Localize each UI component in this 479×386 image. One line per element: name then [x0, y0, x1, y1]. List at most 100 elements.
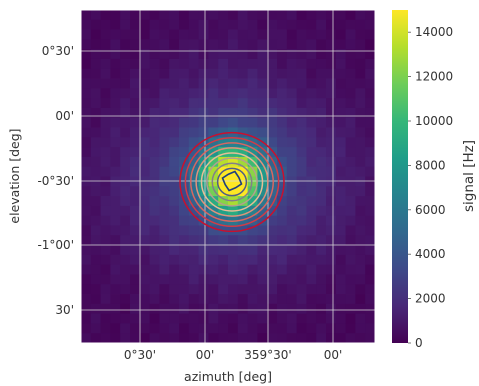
heatmap-cell	[267, 274, 278, 285]
heatmap-cell	[345, 205, 356, 217]
heatmap-cell	[208, 323, 219, 334]
heatmap-cell	[228, 68, 239, 79]
heatmap-cell	[326, 205, 337, 217]
heatmap-cell	[188, 264, 199, 275]
heatmap-cell	[277, 49, 288, 60]
heatmap-cell	[365, 147, 376, 158]
heatmap-cell	[345, 127, 356, 138]
heatmap-cell	[159, 147, 170, 158]
heatmap-cell	[120, 254, 131, 266]
heatmap-cell	[188, 294, 199, 305]
heatmap-cell	[198, 127, 209, 138]
heatmap-cell	[130, 58, 141, 70]
heatmap-cell	[159, 98, 170, 109]
heatmap-cell	[296, 323, 307, 334]
heatmap-cell	[169, 254, 180, 266]
heatmap-cell	[257, 274, 268, 285]
heatmap-cell	[355, 68, 366, 79]
heatmap-cell	[296, 107, 307, 119]
heatmap-cell	[277, 98, 288, 109]
heatmap-cell	[257, 284, 268, 295]
heatmap-cell	[198, 117, 209, 128]
heatmap-cell	[81, 137, 92, 148]
heatmap-cell	[277, 147, 288, 158]
heatmap-cell	[149, 215, 160, 226]
heatmap-cell	[81, 215, 92, 226]
colorbar-tick-label: 12000	[415, 70, 453, 84]
heatmap-cell	[277, 68, 288, 79]
heatmap-cell	[326, 147, 337, 158]
heatmap-cell	[188, 284, 199, 295]
heatmap-cell	[345, 156, 356, 168]
heatmap-cell	[198, 176, 209, 187]
heatmap-cell	[335, 88, 346, 99]
heatmap-cell	[188, 333, 199, 344]
heatmap-cell	[81, 78, 92, 89]
heatmap-cell	[228, 323, 239, 334]
heatmap-cell	[335, 323, 346, 334]
heatmap-cell	[277, 235, 288, 246]
heatmap-cell	[286, 313, 297, 324]
heatmap-cell	[365, 58, 376, 70]
heatmap-cell	[208, 127, 219, 138]
heatmap-cell	[355, 19, 366, 30]
heatmap-cell	[296, 176, 307, 187]
heatmap-cell	[159, 196, 170, 207]
heatmap-cell	[149, 117, 160, 128]
heatmap-cell	[179, 39, 190, 50]
heatmap-cell	[335, 284, 346, 295]
heatmap-cell	[198, 245, 209, 256]
heatmap-cell	[149, 303, 160, 315]
heatmap-cell	[326, 323, 337, 334]
heatmap-cell	[81, 166, 92, 177]
heatmap-cell	[188, 88, 199, 99]
heatmap-cell	[90, 107, 101, 119]
heatmap-cell	[110, 49, 121, 60]
heatmap-cell	[228, 117, 239, 128]
heatmap-cell	[228, 284, 239, 295]
heatmap-cell	[345, 29, 356, 40]
heatmap-cell	[100, 98, 111, 109]
heatmap-cell	[286, 215, 297, 226]
heatmap-cell	[90, 176, 101, 187]
heatmap-cell	[345, 245, 356, 256]
heatmap-cell	[277, 294, 288, 305]
heatmap-cell	[100, 49, 111, 60]
heatmap-cell	[110, 235, 121, 246]
heatmap-cell	[345, 39, 356, 50]
heatmap-cell	[100, 156, 111, 168]
heatmap-cell	[169, 19, 180, 30]
heatmap-cell	[81, 225, 92, 236]
heatmap-cell	[188, 137, 199, 148]
heatmap-cell	[257, 117, 268, 128]
heatmap-cell	[316, 98, 327, 109]
heatmap-cell	[169, 313, 180, 324]
heatmap-cell	[355, 215, 366, 226]
heatmap-cell	[257, 235, 268, 246]
heatmap-cell	[345, 333, 356, 344]
heatmap-cell	[139, 78, 150, 89]
heatmap-cell	[355, 147, 366, 158]
heatmap-cell	[355, 156, 366, 168]
heatmap-cell	[90, 137, 101, 148]
heatmap-cell	[345, 186, 356, 197]
heatmap-cell	[326, 176, 337, 187]
heatmap-cell	[286, 303, 297, 315]
heatmap-cell	[355, 49, 366, 60]
heatmap-cell	[257, 58, 268, 70]
heatmap-cell	[120, 78, 131, 89]
heatmap-cell	[188, 29, 199, 40]
heatmap-cell	[306, 127, 317, 138]
heatmap-cell	[159, 294, 170, 305]
heatmap-cell	[218, 156, 229, 168]
heatmap-cell	[306, 274, 317, 285]
heatmap-cell	[130, 235, 141, 246]
heatmap-cell	[169, 78, 180, 89]
heatmap-cell	[365, 166, 376, 177]
heatmap-cell	[218, 98, 229, 109]
heatmap-cell	[90, 333, 101, 344]
heatmap-cell	[286, 333, 297, 344]
heatmap-cell	[198, 294, 209, 305]
heatmap-cell	[267, 147, 278, 158]
heatmap-cell	[267, 137, 278, 148]
